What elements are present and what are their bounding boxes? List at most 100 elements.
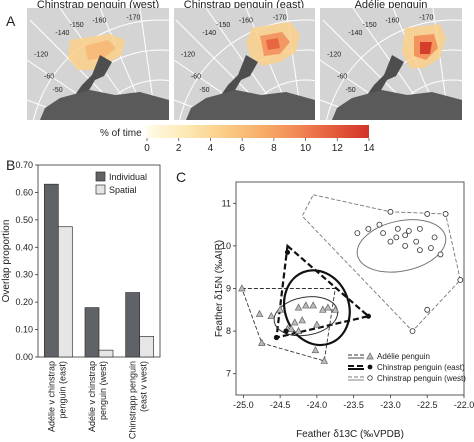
point-adelie xyxy=(298,316,306,324)
point-adelie xyxy=(255,309,264,317)
map-adelie: -60 -50 -140-150 -160 -170 -120 xyxy=(320,8,462,120)
map-lon-label: -140 xyxy=(202,30,216,37)
hull-chinstrap-east xyxy=(275,243,371,339)
map-lon-label: -120 xyxy=(327,51,341,58)
point-adelie xyxy=(291,318,299,326)
colorbar-tick-label: 4 xyxy=(208,143,214,154)
point-chinstrap-west xyxy=(402,242,409,249)
map-lon-label: -50 xyxy=(199,87,209,94)
point-chinstrap-west xyxy=(376,221,383,228)
y-tick-label: 7 xyxy=(226,369,231,379)
bar-chart-overlap: 0.00 0.10 0.20 0.30 0.40 0.50 0.60 0.70 Overlap … xyxy=(1,160,161,439)
colorbar-tick-label: 2 xyxy=(176,143,182,154)
y-tick-label: 0.40 xyxy=(15,242,33,252)
point-adelie xyxy=(287,324,295,332)
legend-marker xyxy=(366,352,374,360)
legend-swatch xyxy=(95,171,106,182)
y-axis-label: Feather δ15N (‰AIR) xyxy=(214,240,225,337)
map-lon-label: -160 xyxy=(92,18,106,25)
map-title-east: Chinstrap penguin (east) xyxy=(184,0,304,11)
point-chinstrap-west xyxy=(437,251,444,258)
colorbar-tick-label: 0 xyxy=(144,143,150,154)
legend-label: Spatial xyxy=(109,185,137,195)
x-tick-label: -25.0 xyxy=(233,400,254,410)
map-lon-label: -50 xyxy=(346,87,356,94)
point-chinstrap-west xyxy=(354,230,361,237)
map-lon-label: -170 xyxy=(419,14,433,21)
point-chinstrap-west xyxy=(405,228,412,234)
point-chinstrap-west xyxy=(402,232,409,239)
point-adelie xyxy=(294,303,303,311)
panel-letter-c: C xyxy=(176,169,186,185)
map-lon-labels-adelie: -60 -50 -140-150 -160 -170 -120 xyxy=(327,14,433,94)
hull-adelie xyxy=(241,288,336,362)
point-chinstrap-east xyxy=(283,328,289,334)
y-tick-label: 10 xyxy=(221,241,231,251)
ellipse-adelie xyxy=(273,296,339,337)
map-lon-label: -170 xyxy=(273,14,287,21)
panel-letter-b: B xyxy=(6,157,15,173)
bar xyxy=(139,336,155,358)
x-tick-label-line: Adélie v chinstrap xyxy=(46,361,56,432)
point-adelie xyxy=(238,284,246,292)
map-lon-label: -150 xyxy=(363,22,377,29)
map-lon-label: -140 xyxy=(348,30,362,37)
point-chinstrap-west xyxy=(409,328,416,335)
map-lon-label: -160 xyxy=(239,18,253,25)
bar xyxy=(84,307,100,358)
y-axis-label: Overlap proportion xyxy=(1,220,12,303)
point-chinstrap-east xyxy=(284,249,291,255)
point-adelie xyxy=(311,346,320,354)
legend-swatch xyxy=(95,184,106,195)
y-tick-label: 0.60 xyxy=(15,187,33,197)
hull-chinstrap-west xyxy=(301,194,461,332)
point-chinstrap-west xyxy=(413,238,420,245)
map-title-adelie: Adélie penguin xyxy=(355,0,428,11)
x-tick-label: -23.5 xyxy=(343,400,364,410)
map-lon-label: -150 xyxy=(216,22,230,29)
colorbar-tick-label: 6 xyxy=(239,143,245,154)
point-chinstrap-west xyxy=(416,247,423,254)
point-adelie xyxy=(324,303,332,311)
map-chinstrap-east: -60 -50 -140-150 -160 -170 -120 xyxy=(174,8,315,120)
bar xyxy=(125,292,141,358)
x-tick-label-line: Chinstrapp penguin xyxy=(128,361,138,439)
point-chinstrap-west xyxy=(424,211,431,217)
bar xyxy=(43,183,59,358)
legend-label: Chinstrap penguin (west) xyxy=(377,374,466,383)
legend-label: Individual xyxy=(109,172,147,182)
point-adelie xyxy=(294,326,303,334)
point-chinstrap-east xyxy=(365,313,371,319)
ellipse-chinstrap-west xyxy=(356,219,447,273)
scatter-isotopes: -25.0 -24.5 -24.0 -23.5 -23.0 -22.5 -22.0 7 8 9 10… xyxy=(214,181,474,440)
point-chinstrap-west xyxy=(431,234,438,241)
x-tick-label: -22.0 xyxy=(454,400,474,410)
x-tick-label: Adélie v chinstrap penguin (west) xyxy=(87,361,108,432)
y-tick-label: 0.30 xyxy=(15,270,33,280)
panel-letter-a: A xyxy=(6,13,16,29)
colorbar-ticks: 0 2 4 6 8 10 12 14 xyxy=(144,138,375,154)
point-adelie xyxy=(257,338,266,346)
y-tick-label: 11 xyxy=(222,198,231,208)
x-tick-label: -24.5 xyxy=(270,400,291,410)
colorbar xyxy=(147,125,369,138)
colorbar-tick-label: 10 xyxy=(300,143,312,154)
point-chinstrap-west xyxy=(393,234,400,241)
point-adelie xyxy=(331,305,340,313)
legend-label: Chinstrap penguin (east) xyxy=(377,363,465,372)
point-adelie xyxy=(302,301,310,309)
point-chinstrap-west xyxy=(457,277,464,283)
map-lon-label: -60 xyxy=(337,74,347,81)
point-chinstrap-west xyxy=(424,306,431,313)
x-tick-label: Chinstrapp penguin (east v west) xyxy=(128,361,149,439)
x-tick-label-line: (east v west) xyxy=(139,361,149,412)
bar xyxy=(57,226,73,358)
map-lon-label: -120 xyxy=(34,51,48,58)
x-tick-label: -24.0 xyxy=(307,400,328,410)
y-tick-label: 0.00 xyxy=(15,352,33,362)
point-chinstrap-east xyxy=(273,334,280,341)
point-chinstrap-west xyxy=(380,230,386,237)
map-chinstrap-west: -60 -50 -140-150 -160 -170 -120 xyxy=(27,8,169,120)
x-tick-label-line: penguin (east) xyxy=(57,361,67,419)
